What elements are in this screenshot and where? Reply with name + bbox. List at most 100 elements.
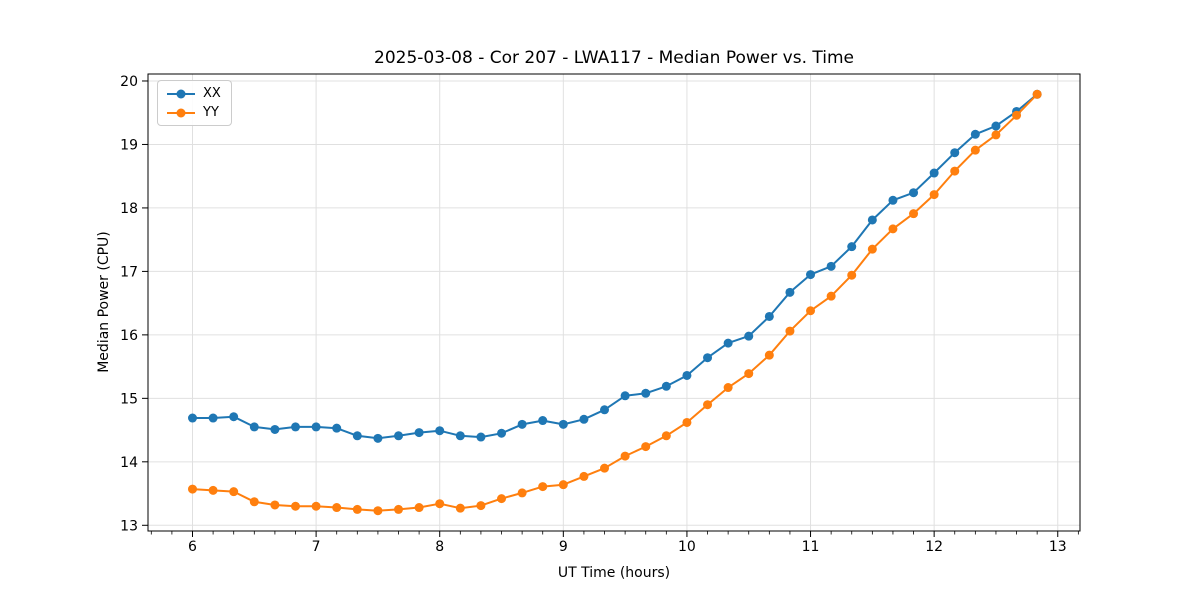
data-point-xx	[764, 311, 774, 321]
data-point-xx	[497, 428, 507, 438]
legend-label-yy: YY	[203, 105, 219, 120]
y-tick-label: 16	[120, 328, 138, 344]
data-point-xx	[249, 422, 259, 432]
chart-title: 2025-03-08 - Cor 207 - LWA117 - Median P…	[374, 48, 854, 68]
data-point-yy	[352, 504, 362, 514]
data-point-xx	[682, 370, 692, 380]
data-point-yy	[661, 431, 671, 441]
data-point-xx	[476, 432, 486, 442]
data-point-xx	[723, 338, 733, 348]
data-point-yy	[1032, 89, 1042, 99]
data-point-xx	[661, 381, 671, 391]
data-point-yy	[703, 400, 713, 410]
data-point-xx	[517, 419, 527, 429]
data-point-yy	[806, 306, 816, 316]
data-point-yy	[373, 506, 383, 516]
series-line-xx	[192, 93, 1038, 440]
data-point-xx	[867, 215, 877, 225]
data-point-xx	[970, 129, 980, 139]
data-point-xx	[538, 416, 548, 426]
data-point-xx	[455, 431, 465, 441]
data-point-yy	[414, 503, 424, 513]
legend-label-xx: XX	[203, 86, 221, 101]
data-point-yy	[270, 500, 280, 510]
data-point-yy	[332, 503, 342, 513]
data-point-yy	[538, 482, 548, 492]
data-point-yy	[867, 244, 877, 254]
data-point-yy	[229, 487, 239, 497]
data-point-xx	[806, 270, 816, 280]
data-point-xx	[929, 168, 939, 178]
x-tick-label: 10	[678, 539, 696, 555]
data-point-yy	[641, 442, 651, 452]
data-point-yy	[187, 484, 197, 494]
data-point-xx	[785, 287, 795, 297]
data-point-xx	[435, 426, 445, 436]
data-point-xx	[394, 431, 404, 441]
data-point-yy	[744, 369, 754, 379]
data-point-xx	[208, 413, 218, 423]
data-point-xx	[847, 242, 857, 252]
data-point-yy	[929, 190, 939, 200]
x-axis-label: UT Time (hours)	[557, 565, 671, 581]
legend-item-yy: YY	[166, 105, 221, 120]
data-point-xx	[600, 405, 610, 415]
data-point-xx	[311, 422, 321, 432]
x-tick-label: 6	[188, 539, 197, 555]
data-point-yy	[970, 145, 980, 155]
x-tick-label: 7	[312, 539, 321, 555]
legend: XX YY	[157, 80, 232, 126]
x-tick-label: 9	[559, 539, 568, 555]
axes-spines	[147, 73, 1081, 532]
data-point-xx	[187, 413, 197, 423]
data-point-yy	[723, 383, 733, 393]
data-point-yy	[311, 501, 321, 511]
x-tick-label: 12	[925, 539, 943, 555]
data-point-yy	[847, 270, 857, 280]
data-point-xx	[950, 148, 960, 158]
data-point-yy	[764, 350, 774, 360]
data-point-xx	[579, 414, 589, 424]
legend-sample-xx-icon	[167, 89, 195, 98]
data-point-yy	[394, 504, 404, 514]
y-tick-label: 17	[120, 264, 138, 280]
legend-item-xx: XX	[166, 86, 221, 101]
data-point-yy	[517, 488, 527, 498]
y-tick-label: 19	[120, 137, 138, 153]
data-point-yy	[600, 463, 610, 473]
data-point-xx	[558, 419, 568, 429]
y-tick-label: 20	[120, 74, 138, 90]
data-point-xx	[703, 353, 713, 363]
data-point-yy	[455, 503, 465, 513]
data-point-yy	[785, 326, 795, 336]
data-point-yy	[476, 501, 486, 511]
data-point-yy	[579, 471, 589, 481]
data-point-yy	[909, 209, 919, 219]
data-point-yy	[558, 480, 568, 490]
data-point-yy	[682, 417, 692, 427]
y-tick-label: 13	[120, 518, 138, 534]
data-point-xx	[826, 261, 836, 271]
data-point-yy	[888, 224, 898, 234]
data-point-xx	[270, 424, 280, 434]
y-tick-label: 18	[120, 201, 138, 217]
x-tick-label: 8	[435, 539, 444, 555]
data-point-xx	[332, 423, 342, 433]
data-point-xx	[991, 121, 1001, 131]
data-point-xx	[888, 195, 898, 205]
y-tick-label: 15	[120, 391, 138, 407]
data-point-xx	[414, 428, 424, 438]
data-point-yy	[291, 501, 301, 511]
data-point-xx	[909, 188, 919, 198]
data-point-xx	[373, 433, 383, 443]
data-point-yy	[249, 497, 259, 507]
data-point-xx	[291, 422, 301, 432]
data-point-xx	[641, 388, 651, 398]
legend-sample-yy-icon	[167, 108, 195, 117]
x-tick-label: 13	[1049, 539, 1067, 555]
data-point-yy	[620, 451, 630, 461]
data-point-yy	[826, 291, 836, 301]
data-point-xx	[352, 431, 362, 441]
